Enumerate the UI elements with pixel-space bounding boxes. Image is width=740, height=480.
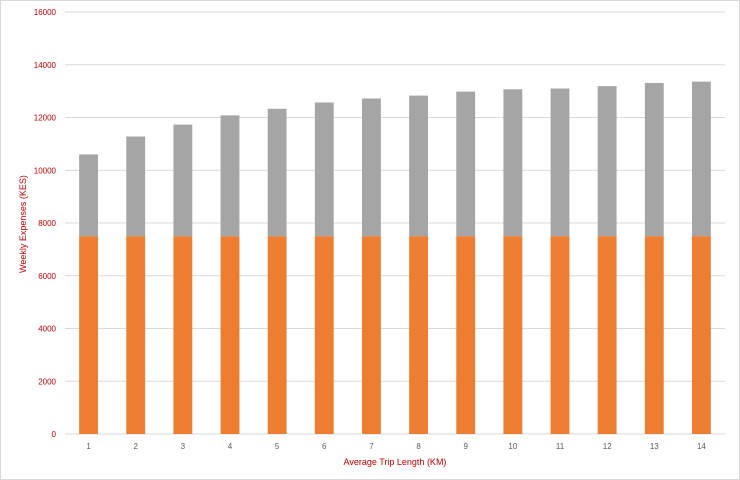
y-tick-label: 2000 (38, 377, 56, 386)
bar-segment-orange (362, 236, 381, 434)
x-tick-label: 7 (369, 442, 374, 451)
bar-segment-gray (597, 86, 617, 237)
x-tick-label: 8 (416, 442, 421, 451)
x-tick-label: 1 (86, 442, 91, 451)
bar-segment-orange (550, 236, 570, 434)
bar-segment-gray (173, 124, 193, 237)
x-tick-label: 4 (228, 442, 233, 451)
x-tick-label: 6 (322, 442, 327, 451)
y-tick-label: 6000 (38, 272, 56, 281)
x-tick-label: 12 (603, 442, 612, 451)
bar-segment-gray (314, 102, 334, 237)
y-tick-label: 10000 (34, 166, 57, 175)
x-tick-label: 13 (650, 442, 659, 451)
x-tick-label: 9 (463, 442, 468, 451)
x-axis-label: Average Trip Length (KM) (344, 457, 447, 467)
bar-segment-gray (456, 91, 476, 237)
bar-segment-gray (126, 136, 146, 237)
bar-segment-orange (597, 236, 617, 434)
y-tick-label: 8000 (38, 219, 56, 228)
bar-segment-orange (220, 236, 240, 434)
y-tick-label: 4000 (38, 325, 56, 334)
bar-segment-orange (409, 236, 428, 434)
y-tick-label: 14000 (34, 61, 57, 70)
bar-segment-gray (79, 154, 98, 237)
x-tick-labels: 1 2 3 4 5 6 7 8 9 10 11 12 13 14 (86, 442, 706, 451)
x-tick-label: 5 (275, 442, 280, 451)
x-tick-label: 11 (556, 442, 565, 451)
y-tick-labels: 0 2000 4000 6000 8000 10000 12000 14000 16000 (34, 8, 57, 439)
x-tick-label: 10 (508, 442, 517, 451)
bar-segment-gray (550, 88, 570, 237)
x-tick-label: 2 (133, 442, 138, 451)
bar-segment-orange (79, 236, 98, 434)
bar-segment-gray (220, 115, 240, 237)
bar-segment-orange (456, 236, 476, 434)
bar-segment-orange (314, 236, 334, 434)
bar-segment-gray (362, 98, 381, 237)
bar-segment-gray (692, 81, 711, 237)
gridlines (65, 11, 725, 435)
x-tick-label: 14 (697, 442, 706, 451)
bar-segment-orange (503, 236, 523, 434)
y-tick-label: 12000 (34, 114, 57, 123)
bar-segment-orange (692, 236, 711, 434)
bar-segment-orange (644, 236, 664, 434)
bar-segment-orange (126, 236, 146, 434)
bar-segment-orange (173, 236, 193, 434)
bars (79, 81, 711, 434)
bar-segment-gray (267, 108, 287, 237)
bar-segment-gray (503, 89, 523, 237)
y-tick-label: 0 (52, 430, 57, 439)
x-tick-label: 3 (181, 442, 186, 451)
bar-segment-gray (409, 95, 428, 237)
y-axis-label: Weekly Expenses (KES) (18, 175, 28, 273)
bar-segment-gray (644, 82, 664, 237)
y-tick-label: 16000 (34, 8, 57, 17)
bar-segment-orange (267, 236, 287, 434)
